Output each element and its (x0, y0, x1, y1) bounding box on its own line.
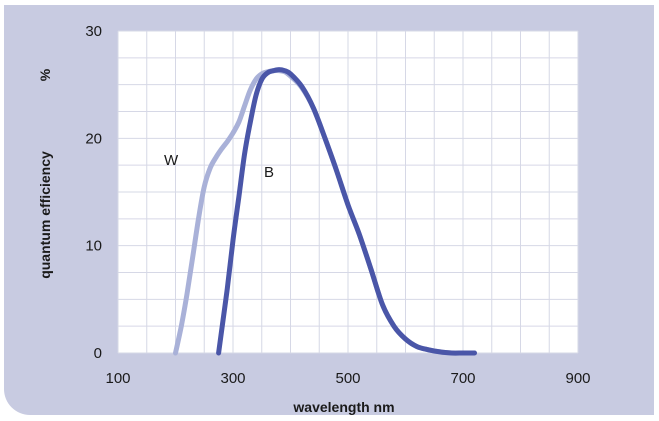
tick-labels: 100 300 500 700 900 0 10 20 30 (85, 23, 590, 387)
y-tick-label: 20 (85, 130, 102, 147)
y-axis-unit: % (37, 68, 53, 81)
curve-label-w: W (164, 152, 179, 169)
series-lines (173, 67, 477, 356)
quantum-efficiency-chart: 100 300 500 700 900 0 10 20 30 wavelength nm qua… (37, 23, 591, 415)
curve-label-b: B (264, 164, 274, 181)
y-tick-label: 0 (94, 345, 102, 362)
chart-figure: 100 300 500 700 900 0 10 20 30 wavelength nm qua… (4, 5, 654, 415)
x-tick-label: 900 (565, 370, 590, 387)
y-axis-title: quantum efficiency (37, 151, 53, 279)
series-line-b (216, 67, 477, 356)
y-tick-label: 10 (85, 238, 102, 255)
x-tick-label: 100 (105, 370, 130, 387)
x-tick-label: 500 (335, 370, 360, 387)
x-axis-title: wavelength nm (292, 399, 394, 415)
grid-lines (117, 30, 579, 354)
y-tick-label: 30 (85, 23, 102, 40)
x-tick-label: 300 (220, 370, 245, 387)
x-tick-label: 700 (450, 370, 475, 387)
